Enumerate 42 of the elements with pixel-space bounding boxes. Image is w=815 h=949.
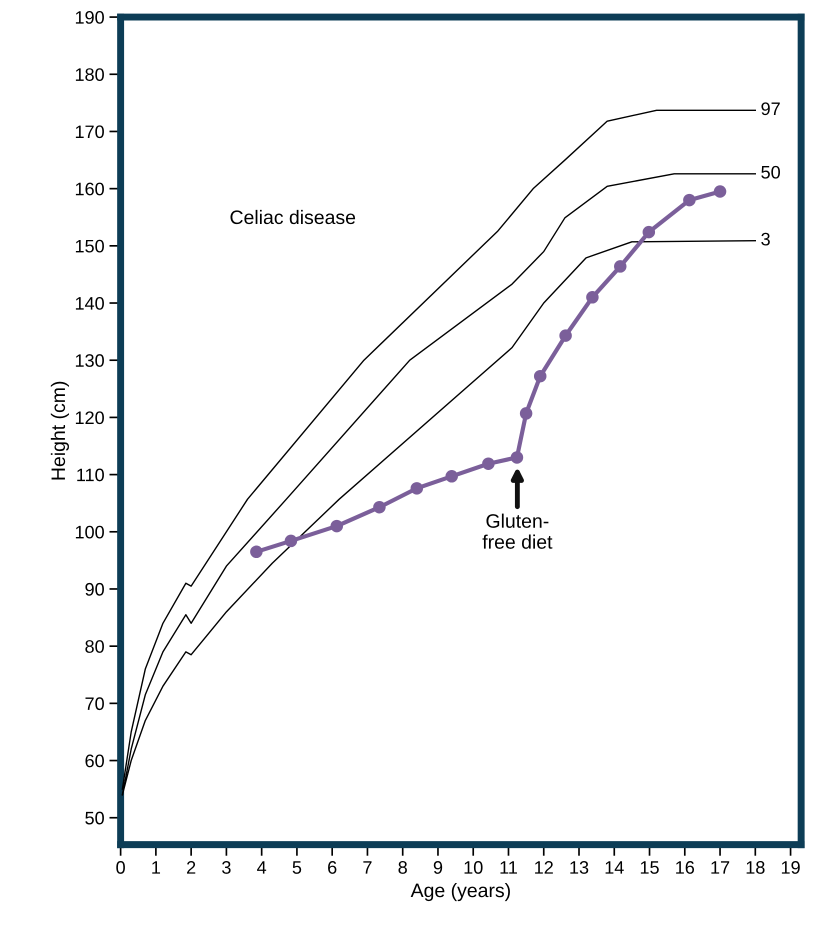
- y-tick-label: 70: [85, 697, 104, 710]
- x-tick-label: 0: [116, 861, 125, 874]
- y-tick-label: 150: [76, 240, 104, 253]
- x-tick-label: 12: [535, 861, 553, 874]
- x-tick-label: 7: [363, 861, 372, 874]
- y-tick-label: 80: [85, 640, 104, 653]
- x-tick-label: 16: [676, 861, 694, 874]
- x-tick-label: 9: [434, 861, 442, 874]
- series-label: 97: [761, 102, 780, 116]
- x-tick-label: 13: [570, 861, 588, 874]
- series-label: 3: [761, 232, 770, 246]
- x-axis-title: Age (years): [410, 882, 510, 902]
- x-tick-label: 17: [711, 861, 730, 874]
- x-tick-label: 2: [187, 861, 196, 874]
- x-tick-label: 1: [152, 861, 160, 874]
- y-tick-label: 180: [76, 68, 104, 81]
- x-tick-label: 6: [328, 861, 336, 874]
- y-tick-label: 130: [76, 354, 104, 367]
- x-tick-label: 3: [222, 861, 231, 874]
- y-tick-label: 60: [85, 754, 104, 768]
- y-tick-label: 50: [85, 812, 104, 824]
- x-tick-label: 8: [398, 861, 407, 874]
- annotation: Celiac disease: [230, 210, 356, 224]
- series-label: 50: [761, 166, 780, 179]
- annotation: Gluten- free diet: [482, 514, 552, 549]
- x-tick-label: 10: [464, 861, 483, 874]
- y-tick-label: 120: [76, 411, 104, 424]
- x-tick-label: 5: [292, 861, 302, 874]
- x-tick-label: 14: [606, 861, 624, 874]
- y-tick-label: 110: [77, 468, 104, 482]
- x-tick-label: 15: [640, 861, 659, 874]
- x-tick-label: 11: [500, 861, 517, 874]
- y-tick-label: 160: [76, 182, 104, 196]
- y-tick-label: 100: [76, 526, 104, 539]
- x-tick-label: 19: [782, 861, 800, 874]
- y-tick-label: 170: [76, 125, 104, 138]
- x-tick-label: 18: [746, 861, 765, 874]
- x-tick-label: 4: [257, 861, 266, 874]
- y-axis-title: Height (cm): [50, 382, 69, 480]
- y-tick-label: 190: [76, 11, 104, 24]
- y-tick-label: 140: [76, 296, 104, 310]
- y-tick-label: 90: [85, 582, 104, 596]
